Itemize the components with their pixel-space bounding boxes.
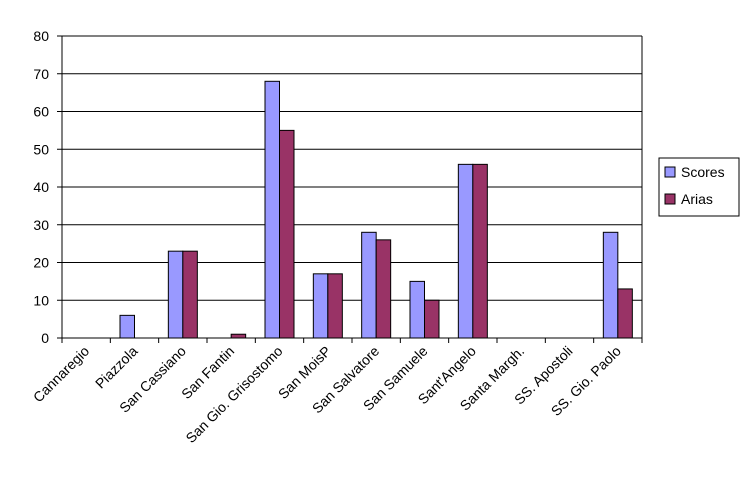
y-tick-label: 40 xyxy=(33,179,49,195)
bar-scores-4 xyxy=(264,80,280,339)
legend-label-scores: Scores xyxy=(681,164,725,180)
bar-arias-2 xyxy=(182,250,198,339)
bars xyxy=(119,80,633,339)
bar-arias-4 xyxy=(279,129,295,339)
legend-swatch-arias xyxy=(664,193,676,205)
bar-scores-8 xyxy=(457,163,474,339)
x-tick-label: Cannaregio xyxy=(30,343,93,406)
bar-scores-5 xyxy=(312,273,329,339)
y-tick-label: 10 xyxy=(33,292,49,308)
bar-scores-1 xyxy=(119,314,135,339)
y-tick-label: 0 xyxy=(41,330,49,346)
bar-arias-8 xyxy=(472,163,488,339)
legend-swatch-scores xyxy=(664,166,676,178)
y-tick-label: 50 xyxy=(33,141,49,157)
y-tick-label: 70 xyxy=(33,66,49,82)
bar-arias-6 xyxy=(375,239,392,339)
bar-arias-3 xyxy=(230,333,247,339)
bar-scores-2 xyxy=(167,250,184,339)
x-tick-label: Piazzola xyxy=(92,343,141,392)
bar-arias-7 xyxy=(424,299,440,339)
y-tick-label: 20 xyxy=(33,255,49,271)
legend: Scores Arias xyxy=(658,157,740,217)
y-tick-label: 60 xyxy=(33,104,49,120)
y-tick-labels: 0 10 20 30 40 50 60 70 80 xyxy=(33,28,49,346)
y-tick-label: 80 xyxy=(33,28,49,44)
bar-scores-7 xyxy=(409,280,425,339)
bar-scores-11 xyxy=(602,231,619,339)
legend-label-arias: Arias xyxy=(681,191,713,207)
bar-arias-5 xyxy=(327,273,343,339)
x-tick-label: San Gio. Grisostomo xyxy=(182,343,285,446)
y-tick-label: 30 xyxy=(33,217,49,233)
bar-arias-11 xyxy=(617,288,633,339)
axes xyxy=(57,35,643,343)
gridlines xyxy=(62,35,642,301)
bar-scores-6 xyxy=(361,231,377,339)
